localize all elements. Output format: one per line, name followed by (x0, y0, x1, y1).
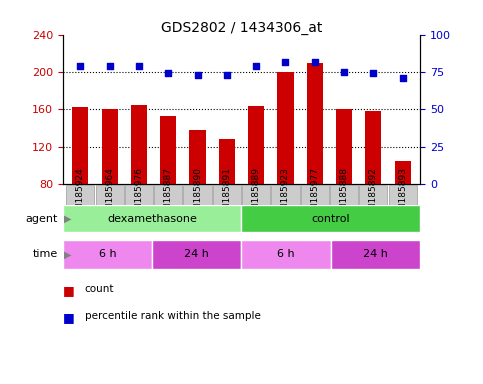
Bar (365, 111, 382, 259)
Text: ■: ■ (63, 311, 74, 324)
Text: dexamethasone: dexamethasone (107, 214, 197, 224)
Bar (219, 139, 235, 259)
Text: 6 h: 6 h (277, 249, 295, 260)
Bar (160, 116, 176, 259)
Bar (72, 107, 88, 259)
Text: control: control (312, 214, 350, 224)
Point (369, 70, 377, 76)
Text: GSM185976: GSM185976 (134, 167, 143, 222)
Text: ▶: ▶ (64, 249, 71, 260)
Bar (152, 240, 242, 269)
Text: time: time (33, 249, 58, 260)
Text: GDS2802 / 1434306_at: GDS2802 / 1434306_at (161, 21, 322, 35)
Text: GSM185892: GSM185892 (369, 167, 378, 222)
Text: ■: ■ (63, 284, 74, 297)
Point (252, 63, 260, 69)
Bar (184, 185, 212, 205)
Point (194, 72, 201, 78)
Bar (63, 205, 242, 232)
Bar (395, 161, 411, 259)
Bar (63, 240, 152, 269)
Bar (242, 185, 270, 205)
Text: GSM185890: GSM185890 (193, 167, 202, 222)
Bar (213, 185, 241, 205)
Bar (96, 185, 124, 205)
Text: GSM185923: GSM185923 (281, 167, 290, 222)
Point (76, 63, 84, 69)
Text: GSM185887: GSM185887 (164, 167, 173, 222)
Bar (66, 185, 95, 205)
Bar (330, 185, 358, 205)
Bar (242, 205, 420, 232)
Bar (301, 185, 329, 205)
Text: 24 h: 24 h (363, 249, 388, 260)
Text: GSM185888: GSM185888 (340, 167, 349, 222)
Text: GSM185891: GSM185891 (222, 167, 231, 222)
Bar (125, 185, 153, 205)
Text: GSM185889: GSM185889 (252, 167, 261, 222)
Bar (307, 63, 323, 259)
Bar (277, 72, 294, 259)
Point (135, 63, 143, 69)
Point (223, 72, 231, 78)
Text: GSM185977: GSM185977 (310, 167, 319, 222)
Point (399, 75, 407, 81)
Text: 24 h: 24 h (185, 249, 209, 260)
Bar (101, 109, 118, 259)
Text: agent: agent (26, 214, 58, 224)
Bar (388, 185, 417, 205)
Text: GSM185964: GSM185964 (105, 167, 114, 222)
Text: GSM185924: GSM185924 (76, 167, 85, 222)
Text: GSM185893: GSM185893 (398, 167, 407, 222)
Bar (336, 109, 352, 259)
Text: count: count (85, 284, 114, 294)
Point (164, 70, 172, 76)
Bar (359, 185, 387, 205)
Bar (248, 106, 264, 259)
Point (311, 58, 319, 65)
Point (282, 58, 289, 65)
Text: percentile rank within the sample: percentile rank within the sample (85, 311, 260, 321)
Point (340, 69, 348, 75)
Bar (242, 240, 331, 269)
Bar (154, 185, 182, 205)
Bar (131, 105, 147, 259)
Bar (331, 240, 420, 269)
Text: 6 h: 6 h (99, 249, 116, 260)
Text: ▶: ▶ (64, 214, 71, 224)
Point (106, 63, 114, 69)
Bar (271, 185, 299, 205)
Bar (189, 130, 206, 259)
